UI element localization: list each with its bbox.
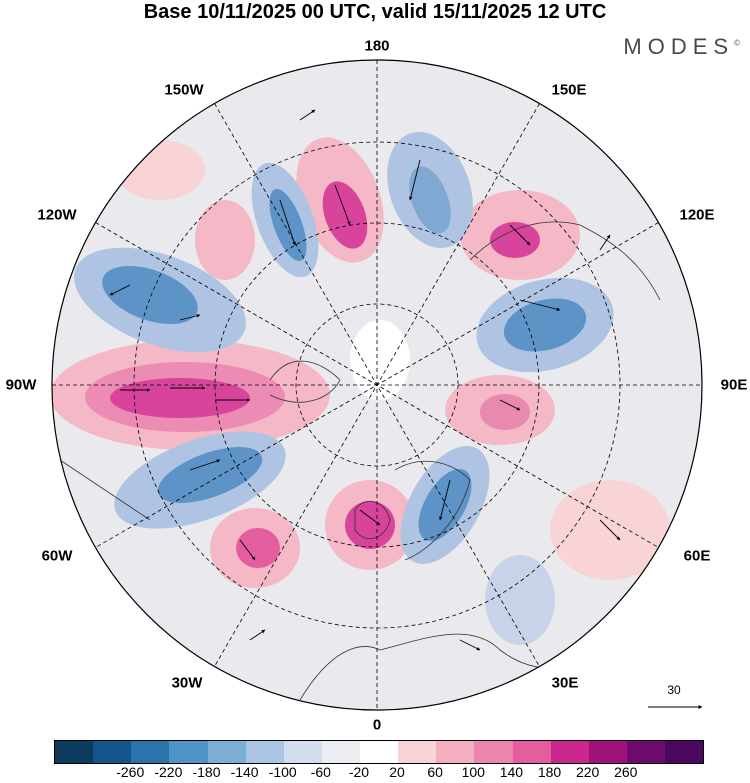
anomaly-neg-105e-core <box>503 298 587 352</box>
wind-arrow <box>459 639 481 651</box>
map-boundary <box>51 59 703 711</box>
colorbar-swatch <box>474 741 513 763</box>
colorbar-tick-label: -260 <box>116 764 145 780</box>
colorbar-swatch <box>550 741 589 763</box>
brand-text: MODES <box>623 34 735 59</box>
map-title: Base 10/11/2025 00 UTC, valid 15/11/2025… <box>143 1 607 23</box>
wind-arrow <box>409 159 421 201</box>
wind-arrow <box>359 509 381 526</box>
lon-label-30w: 30W <box>171 674 203 692</box>
wind-arrow <box>334 184 351 226</box>
coast-canada <box>269 360 341 403</box>
coast-scandinavia <box>394 460 471 561</box>
colorbar-tick-label: -20 <box>348 764 370 780</box>
coast-britain <box>354 500 391 540</box>
modes-logo: MODES© <box>623 34 740 60</box>
colorbar-swatch <box>207 741 246 763</box>
anomaly-pos-siberia-core <box>480 394 530 430</box>
wind-arrow <box>179 314 201 321</box>
lon-label-60e: 60E <box>683 547 711 565</box>
colorbar-swatch <box>321 741 360 763</box>
wind-vectors <box>109 109 621 651</box>
coast-america <box>59 459 151 521</box>
colorbar <box>54 740 704 764</box>
colorbar-tick-label: 20 <box>389 764 405 780</box>
anomaly-pos-uk-core <box>345 501 395 549</box>
wind-arrow <box>599 234 611 251</box>
colorbar-ticks: -260 -220 -180 -140 -100 -60 -20 20 60 100 140 180 2… <box>54 764 702 782</box>
colorbar-swatch <box>55 741 94 763</box>
colorbar-tick-label: 60 <box>427 764 443 780</box>
wind-arrow <box>499 399 521 411</box>
meridian-120e-60w <box>95 222 659 548</box>
colorbar-swatch <box>360 741 399 763</box>
lon-label-30e: 30E <box>551 674 579 692</box>
colorbar-swatch <box>398 741 437 763</box>
colorbar-swatch <box>665 741 704 763</box>
lon-label-90e: 90E <box>720 376 748 394</box>
colorbar-tick-label: -60 <box>310 764 331 780</box>
colorbar-swatch <box>626 741 665 763</box>
colorbar-swatch <box>512 741 551 763</box>
anomaly-neg-30e <box>485 555 555 645</box>
wind-arrow <box>109 284 131 296</box>
graticule <box>52 60 702 710</box>
colorbar-swatch <box>436 741 475 763</box>
anomaly-neg-europe-core <box>418 468 472 542</box>
colorbar-tick-label: -140 <box>230 764 259 780</box>
colorbar-tick-label: -100 <box>268 764 297 780</box>
colorbar-swatch <box>169 741 208 763</box>
anomaly-pos-55w-core <box>236 528 280 568</box>
wind-arrow <box>239 539 256 561</box>
lon-label-60w: 60W <box>41 547 73 565</box>
wind-arrow <box>279 199 296 246</box>
anomaly-neg-75w-core <box>157 447 263 503</box>
anomaly-pos-135w <box>195 200 255 280</box>
colorbar-tick-label: 140 <box>499 764 524 780</box>
anomaly-pos-180-core <box>322 181 368 249</box>
coast-siberia <box>469 221 661 301</box>
anomaly-neg-105w-core <box>102 265 198 325</box>
lon-label-90w: 90W <box>5 376 37 394</box>
colorbar-tick-label: 100 <box>461 764 485 780</box>
colorbar-tick-label: 180 <box>537 764 562 780</box>
wind-arrow <box>509 224 531 246</box>
wind-arrow <box>299 109 316 121</box>
colorbar-swatch <box>245 741 284 763</box>
lon-label-0: 0 <box>372 716 382 734</box>
anomaly-pos-165w <box>115 140 205 200</box>
anomaly-neg-165e-core <box>409 166 451 234</box>
colorbar-tick-label: 260 <box>614 764 638 780</box>
wind-arrow <box>439 479 451 521</box>
colorbar-tick-label: 220 <box>575 764 600 780</box>
anomaly-pos-135e-core <box>490 222 540 258</box>
colorbar-swatch <box>283 741 322 763</box>
wind-arrow <box>599 519 621 541</box>
lon-label-120e: 120E <box>679 206 715 224</box>
lon-label-180: 180 <box>364 37 390 55</box>
colorbar-tick-label: -220 <box>154 764 183 780</box>
pole-white-area <box>350 320 410 400</box>
brand-mark: © <box>734 38 740 48</box>
anomaly-pos-90w-core <box>110 378 250 418</box>
colorbar-tick-label: -180 <box>192 764 221 780</box>
wind-arrow <box>249 629 266 641</box>
colorbar-swatch <box>93 741 132 763</box>
colorbar-swatch <box>588 741 627 763</box>
lon-label-120w: 120W <box>37 206 77 224</box>
wind-arrow <box>189 459 221 471</box>
reference-vector-label: 30 <box>667 683 681 697</box>
lon-label-150w: 150W <box>164 81 204 99</box>
colorbar-swatch <box>131 741 170 763</box>
wind-arrow <box>519 299 561 311</box>
lon-label-150e: 150E <box>551 81 587 99</box>
